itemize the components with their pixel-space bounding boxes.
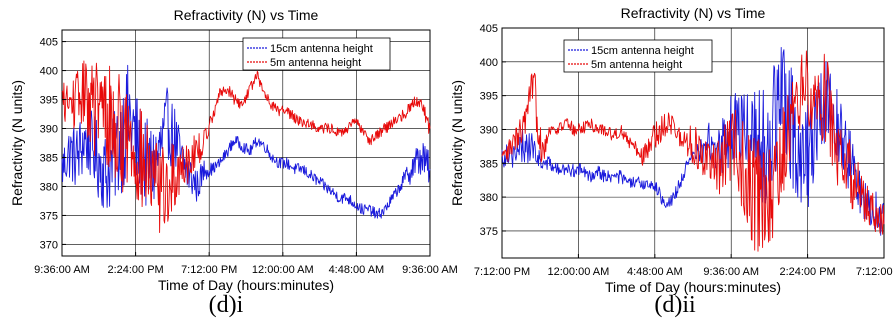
legend-box — [563, 39, 713, 73]
y-tick-label: 405 — [480, 23, 498, 35]
x-tick-label: 2:24:00 PM — [107, 264, 163, 276]
x-tick-label: 12:00:00 AM — [548, 266, 610, 278]
series-line-5m — [61, 60, 431, 233]
caption-d-i: (d)i — [208, 292, 244, 318]
legend-box — [242, 37, 391, 71]
legend-label: 15cm antenna height — [591, 45, 694, 57]
y-tick-label: 390 — [480, 124, 498, 136]
x-tick-label: 12:00:00 AM — [252, 264, 314, 276]
series-line-15cm — [61, 64, 431, 219]
chart-title: Refractivity (N) vs Time — [174, 7, 319, 23]
y-tick-label: 380 — [40, 181, 58, 193]
legend-label: 15cm antenna height — [270, 43, 373, 55]
x-tick-label: 7:12:00 PM — [856, 266, 896, 278]
legend: 15cm antenna height 5m antenna height — [242, 37, 391, 71]
y-axis-label: Refractivity (N units) — [9, 80, 25, 206]
legend-label: 5m antenna height — [270, 57, 361, 69]
x-tick-label: 9:36:00 AM — [34, 264, 90, 276]
x-tick-label: 4:48:00 AM — [329, 264, 385, 276]
chart-title: Refractivity (N) vs Time — [621, 5, 766, 21]
y-tick-label: 370 — [40, 239, 58, 251]
x-tick-label: 9:36:00 AM — [703, 266, 759, 278]
x-tick-label: 2:24:00 PM — [779, 266, 835, 278]
y-axis-label: Refractivity (N units) — [449, 80, 465, 206]
legend: 15cm antenna height 5m antenna height — [563, 39, 713, 73]
x-tick-label: 7:12:00 PM — [181, 264, 237, 276]
x-axis-label: Time of Day (hours:minutes) — [158, 277, 334, 293]
series-line-5m — [501, 50, 885, 252]
chart-2: 375 380 385 390 395 400 405 7:12:00 PM 12:00:00 … — [449, 5, 896, 295]
x-tick-label: 7:12:00 PM — [474, 266, 530, 278]
y-tick-label: 385 — [40, 152, 58, 164]
x-tick-label: 4:48:00 AM — [627, 266, 683, 278]
x-tick-label: 9:36:00 AM — [402, 264, 458, 276]
series-line-15cm — [501, 47, 885, 236]
y-tick-label: 380 — [480, 192, 498, 204]
y-tick-label: 375 — [480, 226, 498, 238]
chart-1: 370 375 380 385 390 395 400 405 9:36:00 AM 2:24:0… — [9, 7, 458, 293]
x-axis-label: Time of Day (hours:minutes) — [605, 279, 781, 295]
legend-label: 5m antenna height — [591, 59, 682, 71]
y-tick-label: 395 — [40, 95, 58, 107]
caption-d-ii: (d)ii — [654, 292, 696, 318]
y-tick-label: 405 — [40, 37, 58, 49]
y-tick-label: 375 — [40, 210, 58, 222]
y-tick-label: 400 — [480, 57, 498, 69]
y-tick-label: 395 — [480, 91, 498, 103]
y-tick-label: 400 — [40, 66, 58, 78]
y-tick-label: 390 — [40, 124, 58, 136]
y-tick-label: 385 — [480, 158, 498, 170]
